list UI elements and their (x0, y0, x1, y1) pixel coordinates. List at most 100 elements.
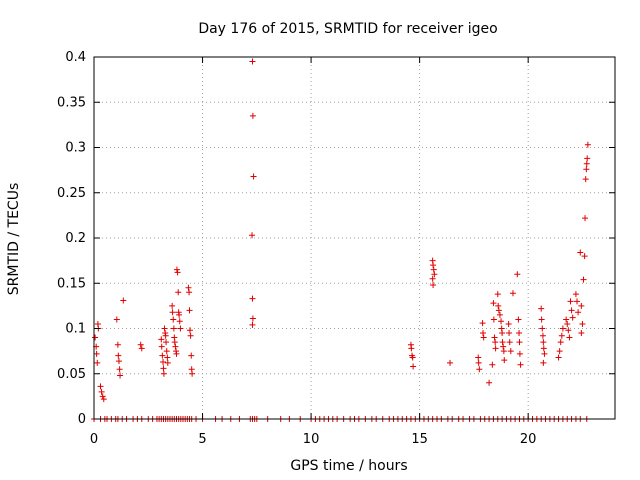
data-point (564, 320, 571, 327)
data-point (170, 325, 177, 332)
data-point (159, 352, 166, 359)
x-tick-label: 10 (303, 432, 320, 447)
data-point (499, 330, 506, 337)
x-tick-label: 20 (520, 432, 537, 447)
data-point (498, 318, 505, 325)
data-point (496, 311, 503, 318)
data-point (575, 309, 582, 316)
data-point (161, 325, 168, 332)
data-point (578, 302, 585, 309)
y-tick-label: 0.05 (57, 367, 86, 382)
data-point (175, 289, 182, 296)
data-point (117, 372, 124, 379)
data-point (169, 302, 176, 309)
data-point (492, 339, 499, 346)
data-point (92, 334, 99, 341)
data-point (430, 282, 437, 289)
data-point (171, 339, 178, 346)
data-point (479, 320, 486, 327)
data-point (516, 330, 523, 337)
data-point (583, 166, 590, 173)
data-point (176, 311, 183, 318)
axis-ticks: 0 0.05 0.1 0.15 0.2 0.25 0.3 0.35 0.4 0 5 10 15 20 (57, 50, 615, 447)
data-point (186, 289, 193, 296)
data-point (506, 330, 513, 337)
data-point (164, 354, 171, 361)
data-points (91, 58, 591, 422)
data-point (574, 298, 581, 305)
data-point (494, 291, 501, 298)
data-point (516, 339, 523, 346)
data-point (160, 370, 167, 377)
data-point (505, 320, 512, 327)
data-point (170, 316, 177, 323)
data-point (186, 327, 193, 334)
data-point (188, 352, 195, 359)
data-point (495, 307, 502, 314)
data-point (169, 309, 176, 316)
data-point (116, 366, 123, 373)
y-axis-label: SRMTID / TECUs (6, 183, 22, 296)
data-point (501, 357, 508, 364)
data-point (174, 269, 181, 276)
data-point (249, 295, 256, 302)
x-axis-label: GPS time / hours (290, 458, 407, 474)
x-tick-label: 0 (90, 432, 98, 447)
data-point (580, 276, 587, 283)
data-point (447, 359, 454, 366)
data-point (500, 348, 507, 355)
data-point (491, 334, 498, 341)
data-point (249, 315, 256, 322)
data-point (249, 321, 256, 328)
data-point (187, 332, 194, 339)
data-point (137, 341, 144, 348)
data-point (162, 332, 169, 339)
data-point (173, 350, 180, 357)
y-tick-label: 0.4 (65, 50, 86, 65)
data-point (582, 176, 589, 183)
data-point (489, 361, 496, 368)
data-point (490, 300, 497, 307)
data-point (572, 291, 579, 298)
data-point (476, 366, 483, 373)
data-point (556, 348, 563, 355)
data-point (120, 297, 127, 304)
y-tick-label: 0.3 (65, 141, 86, 156)
data-point (569, 314, 576, 321)
data-point (113, 316, 120, 323)
data-point (409, 354, 416, 361)
data-point (557, 339, 564, 346)
y-tick-label: 0.1 (65, 322, 86, 337)
data-point (114, 341, 121, 348)
data-point (163, 339, 170, 346)
y-tick-label: 0.35 (57, 95, 86, 110)
data-point (100, 396, 107, 403)
data-point (138, 345, 145, 352)
data-point (93, 350, 100, 357)
data-point (249, 58, 256, 65)
data-point (430, 266, 437, 273)
data-point (249, 112, 256, 119)
data-point (186, 307, 193, 314)
x-tick-label: 15 (411, 432, 428, 447)
data-point (566, 334, 573, 341)
data-point (492, 345, 499, 352)
data-point (539, 332, 546, 339)
data-point (99, 393, 106, 400)
data-point (495, 302, 502, 309)
data-point (584, 141, 591, 148)
data-point (516, 350, 523, 357)
data-point (579, 320, 586, 327)
data-point (250, 173, 257, 180)
data-point (115, 352, 122, 359)
data-point (541, 350, 548, 357)
y-tick-label: 0 (78, 412, 86, 427)
data-point (160, 365, 167, 372)
data-point (480, 330, 487, 337)
chart-title: Day 176 of 2015, SRMTID for receiver ige… (198, 21, 497, 37)
data-point (249, 232, 256, 239)
data-point (559, 325, 566, 332)
data-point (578, 330, 585, 337)
data-point (475, 359, 482, 366)
